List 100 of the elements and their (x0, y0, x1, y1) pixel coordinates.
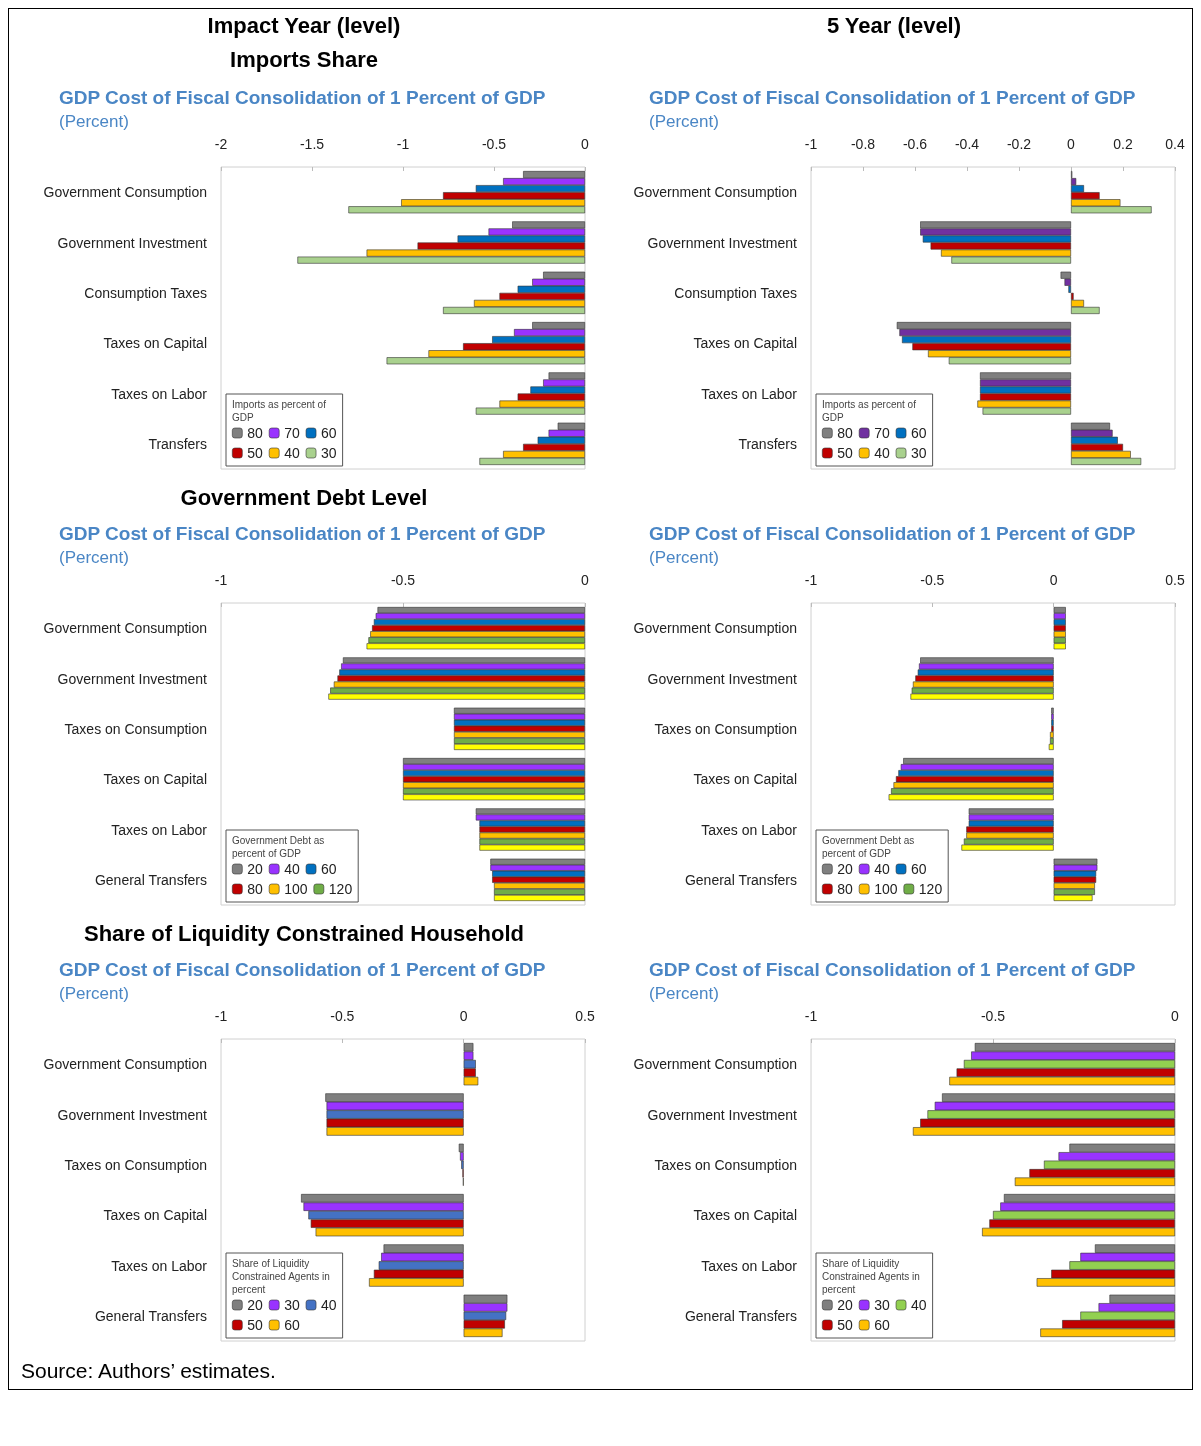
chart-title: GDP Cost of Fiscal Consolidation of 1 Percent of GDP (59, 523, 546, 544)
legend-label: 20 (247, 861, 264, 877)
y-tick-label: General Transfers (684, 1307, 797, 1324)
chart-subtitle: (Percent) (59, 548, 129, 567)
x-tick-label: -0.5 (980, 1008, 1006, 1024)
chart-subtitle: (Percent) (649, 112, 719, 131)
y-tick-label: Taxes on Labor (701, 821, 798, 838)
y-tick-label: Taxes on Consumption (654, 1156, 797, 1173)
legend-label: 120 (918, 881, 943, 897)
x-tick-label: -1 (214, 1008, 228, 1024)
legend-label: 50 (247, 1317, 264, 1333)
y-tick-label: Government Consumption (633, 620, 797, 637)
legend-label: 60 (284, 1317, 300, 1333)
y-tick-label: Taxes on Labor (111, 385, 208, 402)
legend-label: 40 (321, 1297, 337, 1313)
x-tick-label: -1.5 (299, 136, 325, 152)
x-tick-label: 0 (459, 1008, 468, 1024)
legend-label: 40 (284, 861, 300, 877)
legend-label: 60 (874, 1317, 890, 1333)
text: Impact Year (level) (206, 12, 402, 40)
y-tick-label: Transfers (738, 435, 797, 452)
y-tick-label: Taxes on Capital (103, 771, 207, 788)
x-tick-label: 0 (1049, 572, 1058, 588)
legend-label: 50 (837, 1317, 854, 1333)
legend-title: Imports as percent of GDP (232, 399, 329, 423)
x-tick-label: 0.5 (1165, 572, 1185, 588)
x-tick-label: -0.5 (390, 572, 416, 588)
legend-label: 60 (911, 861, 927, 877)
legend-label: 80 (837, 425, 854, 441)
legend-label: 30 (321, 445, 337, 461)
text: Imports Share (229, 46, 379, 74)
legend-label: 50 (837, 445, 854, 461)
y-tick-label: Government Investment (647, 234, 798, 251)
text: Government Debt Level (179, 484, 429, 512)
y-tick-label: Transfers (148, 435, 207, 452)
x-tick-label: -0.2 (1006, 136, 1032, 152)
legend-label: 40 (874, 861, 890, 877)
y-tick-label: General Transfers (94, 871, 207, 888)
y-tick-label: Taxes on Labor (701, 1257, 798, 1274)
x-tick-label: 0.4 (1165, 136, 1185, 152)
y-tick-label: Government Consumption (43, 620, 207, 637)
x-tick-label: 0 (1067, 136, 1076, 152)
chart-title: GDP Cost of Fiscal Consolidation of 1 Percent of GDP (649, 523, 1136, 544)
legend-label: 70 (874, 425, 890, 441)
legend-label: 40 (874, 445, 890, 461)
chart-title: GDP Cost of Fiscal Consolidation of 1 Percent of GDP (59, 959, 546, 980)
chart-subtitle: (Percent) (649, 548, 719, 567)
x-tick-label: 0.5 (575, 1008, 595, 1024)
legend-label: 60 (911, 425, 927, 441)
x-tick-label: -1 (396, 136, 410, 152)
y-tick-label: Taxes on Capital (693, 1207, 797, 1224)
y-tick-label: Government Consumption (633, 1056, 797, 1073)
x-tick-label: 0.2 (1113, 136, 1133, 152)
legend-title: Government Debt as percent of GDP (822, 835, 918, 859)
legend-label: 100 (284, 881, 308, 897)
y-tick-label: Government Investment (647, 1106, 798, 1123)
text: Share of Liquidity Constrained Household (83, 920, 525, 948)
y-tick-label: Government Consumption (43, 184, 207, 201)
legend-label: 20 (837, 861, 854, 877)
y-tick-label: Government Consumption (43, 1056, 207, 1073)
y-tick-label: Taxes on Capital (693, 771, 797, 788)
legend-label: 80 (837, 881, 854, 897)
legend-label: 100 (874, 881, 898, 897)
legend-label: 40 (284, 445, 300, 461)
legend-label: 40 (911, 1297, 927, 1313)
chart-title: GDP Cost of Fiscal Consolidation of 1 Percent of GDP (59, 87, 546, 108)
y-tick-label: General Transfers (684, 871, 797, 888)
legend-label: 70 (284, 425, 300, 441)
legend-label: 20 (247, 1297, 264, 1313)
legend-label: 30 (911, 445, 927, 461)
chart-subtitle: (Percent) (59, 112, 129, 131)
y-tick-label: General Transfers (94, 1307, 207, 1324)
legend-label: 20 (837, 1297, 854, 1313)
y-tick-label: Government Investment (57, 234, 208, 251)
x-tick-label: -1 (214, 572, 228, 588)
y-tick-label: Taxes on Labor (701, 385, 798, 402)
y-tick-label: Government Investment (57, 1106, 208, 1123)
y-tick-label: Consumption Taxes (84, 284, 207, 301)
legend-label: 80 (247, 425, 264, 441)
y-tick-label: Taxes on Capital (693, 335, 797, 352)
legend-title: Share of Liquidity Constrained Agents in percent (822, 1258, 923, 1295)
legend-label: 30 (874, 1297, 890, 1313)
y-tick-label: Taxes on Consumption (64, 1156, 207, 1173)
x-tick-label: -1 (804, 572, 818, 588)
x-tick-label: -2 (214, 136, 228, 152)
legend-label: 30 (284, 1297, 300, 1313)
chart-subtitle: (Percent) (59, 984, 129, 1003)
chart-title: GDP Cost of Fiscal Consolidation of 1 Percent of GDP (649, 87, 1136, 108)
y-tick-label: Government Investment (647, 670, 798, 687)
legend-title: Imports as percent of GDP (822, 399, 919, 423)
y-tick-label: Taxes on Capital (103, 335, 207, 352)
legend-label: 60 (321, 425, 337, 441)
legend-label: 60 (321, 861, 337, 877)
x-tick-label: -0.5 (481, 136, 507, 152)
x-tick-label: 0 (581, 572, 590, 588)
legend-title: Share of Liquidity Constrained Agents in percent (232, 1258, 333, 1295)
y-tick-label: Taxes on Labor (111, 1257, 208, 1274)
x-tick-label: 0 (1171, 1008, 1180, 1024)
y-tick-label: Taxes on Capital (103, 1207, 207, 1224)
y-tick-label: Consumption Taxes (674, 284, 797, 301)
